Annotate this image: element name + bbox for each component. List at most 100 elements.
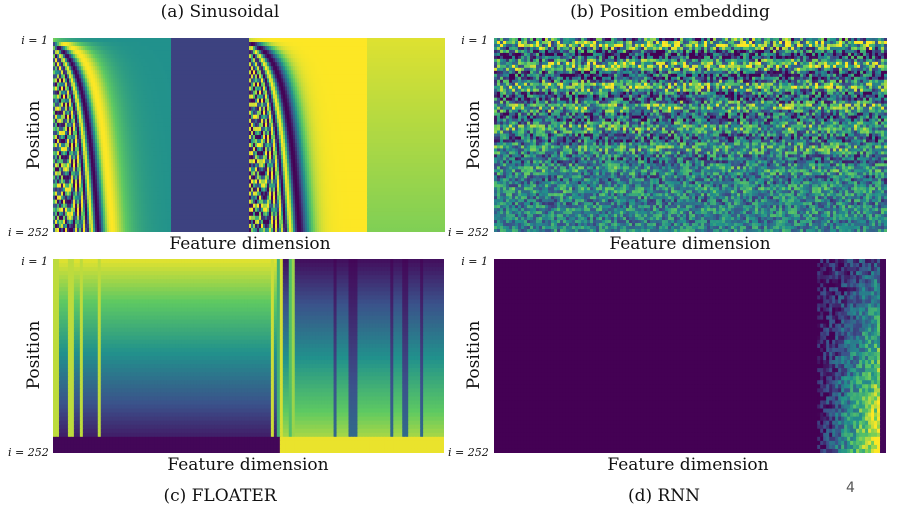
sinusoidal-cell xyxy=(279,102,282,108)
sinusoidal-cell xyxy=(119,70,122,75)
sinusoidal-cell xyxy=(391,38,394,43)
sinusoidal-cell xyxy=(329,82,332,88)
sinusoidal-cell xyxy=(335,42,338,47)
sinusoidal-cell xyxy=(83,54,86,59)
sinusoidal-cell xyxy=(265,86,268,92)
sinusoidal-cell xyxy=(153,46,156,51)
sinusoidal-cell xyxy=(235,42,238,47)
sinusoidal-cell xyxy=(61,62,64,67)
sinusoidal-cell xyxy=(365,62,368,67)
sinusoidal-cell xyxy=(125,82,128,88)
sinusoidal-cell xyxy=(79,78,82,84)
sinusoidal-cell xyxy=(343,130,346,136)
sinusoidal-cell xyxy=(433,118,436,124)
sinusoidal-cell xyxy=(397,82,400,88)
sinusoidal-cell xyxy=(143,122,146,128)
sinusoidal-cell xyxy=(169,114,172,120)
sinusoidal-cell xyxy=(237,122,240,128)
sinusoidal-cell xyxy=(275,106,278,112)
sinusoidal-cell xyxy=(341,62,344,67)
sinusoidal-cell xyxy=(69,74,72,80)
sinusoidal-cell xyxy=(141,66,144,71)
sinusoidal-cell xyxy=(81,110,84,116)
sinusoidal-cell xyxy=(375,46,378,51)
sinusoidal-cell xyxy=(421,130,424,136)
sinusoidal-cell xyxy=(57,54,60,59)
sinusoidal-cell xyxy=(69,42,72,47)
sinusoidal-cell xyxy=(247,126,250,132)
sinusoidal-cell xyxy=(91,86,94,92)
sinusoidal-cell xyxy=(347,130,350,136)
sinusoidal-cell xyxy=(355,54,358,59)
sinusoidal-cell xyxy=(441,94,444,100)
sinusoidal-cell xyxy=(345,54,348,59)
sinusoidal-cell xyxy=(115,126,118,132)
sinusoidal-cell xyxy=(265,90,268,96)
sinusoidal-cell xyxy=(287,122,290,128)
sinusoidal-cell xyxy=(141,86,144,92)
sinusoidal-cell xyxy=(395,50,398,55)
sinusoidal-cell xyxy=(387,102,390,108)
sinusoidal-cell xyxy=(281,130,284,136)
sinusoidal-cell xyxy=(339,90,342,96)
sinusoidal-cell xyxy=(283,62,286,67)
sinusoidal-cell xyxy=(429,66,432,71)
sinusoidal-cell xyxy=(123,102,126,108)
sinusoidal-cell xyxy=(329,70,332,75)
sinusoidal-cell xyxy=(69,135,72,140)
sinusoidal-cell xyxy=(277,126,280,132)
sinusoidal-cell xyxy=(89,62,92,67)
sinusoidal-cell xyxy=(379,98,382,104)
sinusoidal-cell xyxy=(71,118,74,124)
sinusoidal-cell xyxy=(301,46,304,51)
sinusoidal-cell xyxy=(367,66,370,71)
sinusoidal-cell xyxy=(437,74,440,80)
sinusoidal-cell xyxy=(153,62,156,67)
sinusoidal-cell xyxy=(389,82,392,88)
sinusoidal-cell xyxy=(233,90,236,96)
sinusoidal-cell xyxy=(249,50,252,55)
sinusoidal-cell xyxy=(341,118,344,124)
sinusoidal-cell xyxy=(407,94,410,100)
sinusoidal-cell xyxy=(297,66,300,71)
sinusoidal-cell xyxy=(437,102,440,108)
sinusoidal-cell xyxy=(67,82,70,88)
sinusoidal-cell xyxy=(353,98,356,104)
sinusoidal-cell xyxy=(189,42,192,47)
sinusoidal-cell xyxy=(377,102,380,108)
sinusoidal-cell xyxy=(403,118,406,124)
sinusoidal-cell xyxy=(183,122,186,128)
sinusoidal-cell xyxy=(263,50,266,55)
sinusoidal-cell xyxy=(113,118,116,124)
sinusoidal-cell xyxy=(95,98,98,104)
sinusoidal-cell xyxy=(135,114,138,120)
sinusoidal-cell xyxy=(341,46,344,51)
sinusoidal-cell xyxy=(269,74,272,80)
sinusoidal-cell xyxy=(323,126,326,132)
sinusoidal-cell xyxy=(153,90,156,96)
sinusoidal-cell xyxy=(349,66,352,71)
sinusoidal-cell xyxy=(103,126,106,132)
sinusoidal-cell xyxy=(371,50,374,55)
sinusoidal-cell xyxy=(267,110,270,116)
sinusoidal-cell xyxy=(63,114,66,120)
sinusoidal-cell xyxy=(95,122,98,128)
sinusoidal-cell xyxy=(431,90,434,96)
sinusoidal-cell xyxy=(133,42,136,47)
sinusoidal-cell xyxy=(155,135,158,140)
sinusoidal-cell xyxy=(291,54,294,59)
sinusoidal-cell xyxy=(363,66,366,71)
sinusoidal-cell xyxy=(123,58,126,63)
sinusoidal-cell xyxy=(185,78,188,84)
sinusoidal-cell xyxy=(231,94,234,100)
sinusoidal-cell xyxy=(317,74,320,80)
sinusoidal-cell xyxy=(263,86,266,92)
sinusoidal-cell xyxy=(57,126,60,132)
sinusoidal-cell xyxy=(415,50,418,55)
sinusoidal-cell xyxy=(83,86,86,92)
sinusoidal-cell xyxy=(429,126,432,132)
sinusoidal-cell xyxy=(179,58,182,63)
sinusoidal-cell xyxy=(427,42,430,47)
sinusoidal-cell xyxy=(59,110,62,116)
sinusoidal-cell xyxy=(277,135,280,140)
